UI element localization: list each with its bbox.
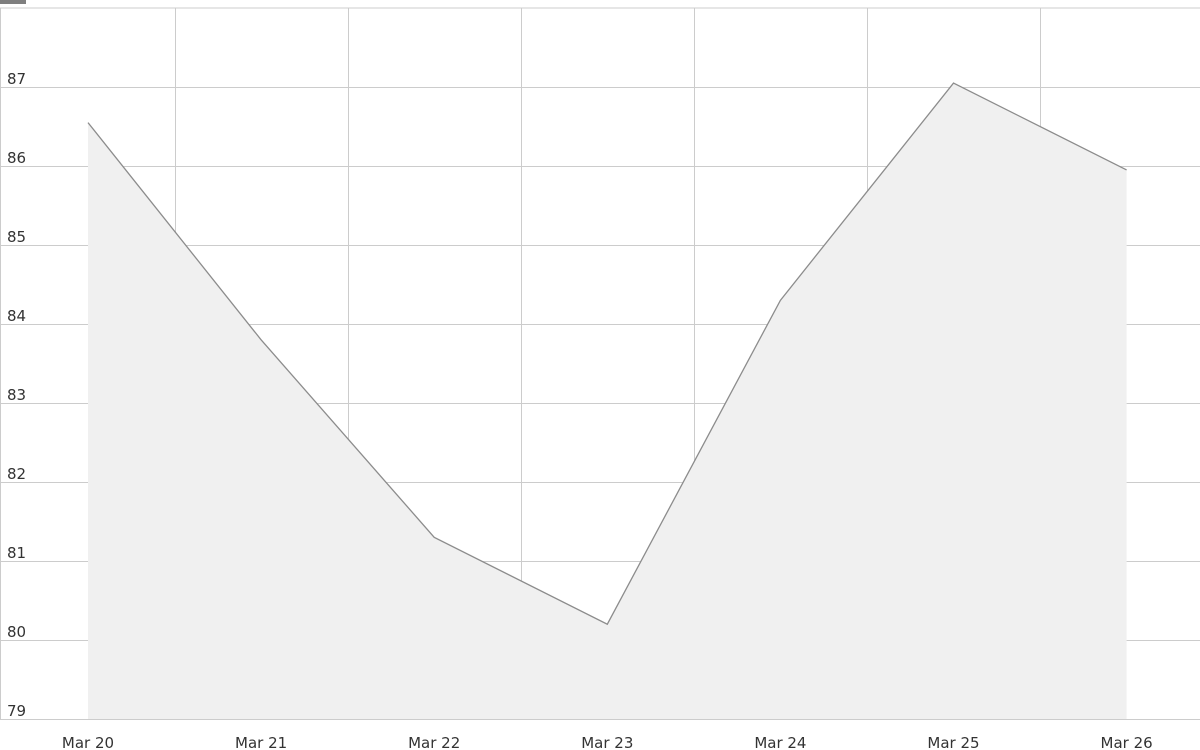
plot-area xyxy=(87,82,1127,720)
series-area xyxy=(88,83,1127,720)
y-tick-label: 80 xyxy=(7,623,26,641)
x-tick-label: Mar 24 xyxy=(754,734,806,750)
y-tick-label: 84 xyxy=(7,307,26,325)
y-tick-label: 81 xyxy=(7,544,26,562)
x-tick-label: Mar 26 xyxy=(1101,734,1153,750)
x-axis: Mar 20 Mar 21 Mar 22 Mar 23 Mar 24 Mar 25 Mar … xyxy=(62,734,1153,750)
x-tick-label: Mar 23 xyxy=(581,734,633,750)
y-tick-label: 87 xyxy=(7,70,26,88)
x-tick-label: Mar 20 xyxy=(62,734,114,750)
x-tick-label: Mar 21 xyxy=(235,734,287,750)
y-axis: 79 80 81 82 83 84 85 86 87 xyxy=(7,70,26,720)
x-tick-label: Mar 25 xyxy=(927,734,979,750)
corner-marker xyxy=(0,0,26,4)
y-tick-label: 82 xyxy=(7,465,26,483)
y-tick-label: 86 xyxy=(7,149,26,167)
y-tick-label: 83 xyxy=(7,386,26,404)
series-line xyxy=(87,82,1127,626)
x-tick-label: Mar 22 xyxy=(408,734,460,750)
y-tick-label: 79 xyxy=(7,702,26,720)
y-tick-label: 85 xyxy=(7,228,26,246)
